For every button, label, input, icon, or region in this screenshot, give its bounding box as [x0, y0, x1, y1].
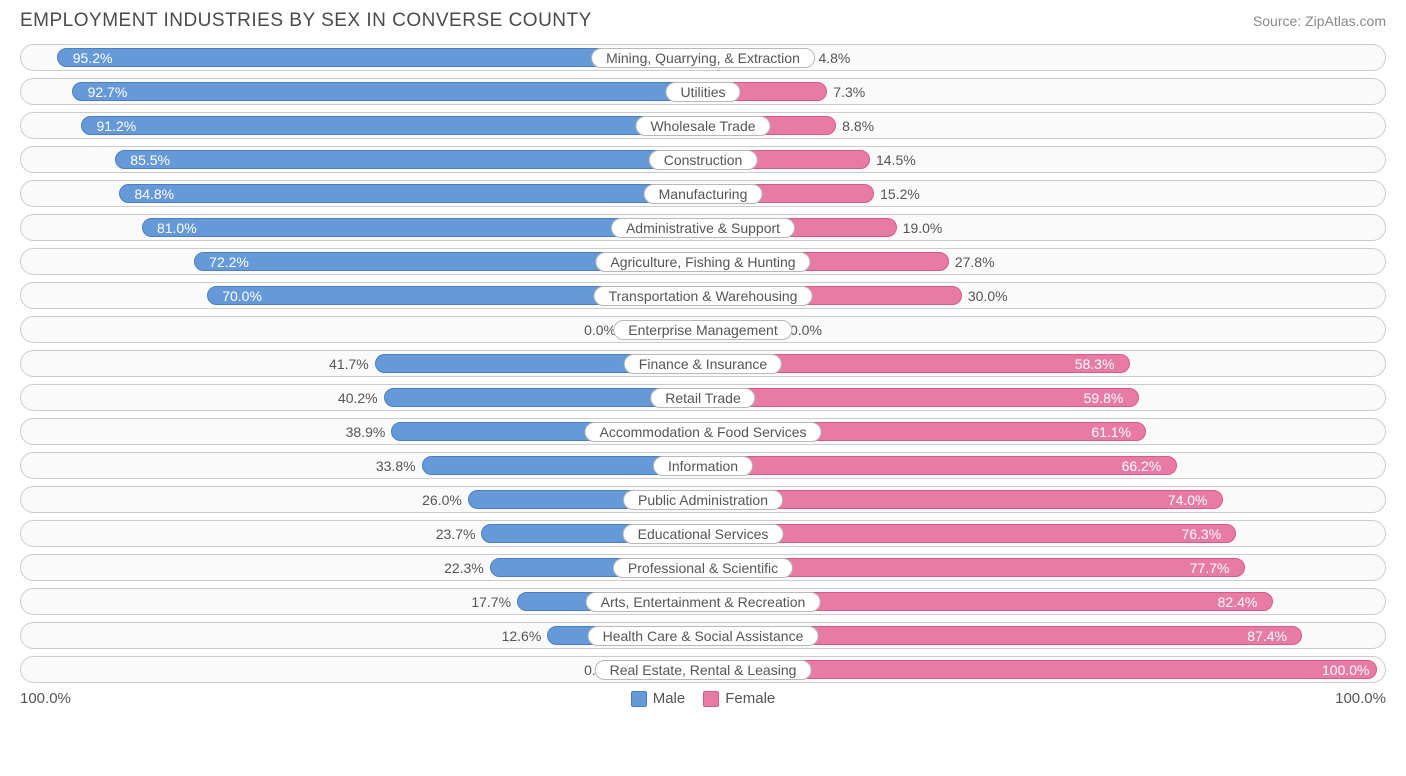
- row-category-label: Educational Services: [623, 524, 784, 544]
- pct-female: 0.0%: [790, 322, 822, 338]
- pct-male: 41.7%: [329, 356, 369, 372]
- row-category-label: Construction: [649, 150, 758, 170]
- pct-male: 23.7%: [436, 526, 476, 542]
- pct-female: 61.1%: [1091, 424, 1131, 440]
- row-category-label: Health Care & Social Assistance: [588, 626, 819, 646]
- chart-row: 41.7% 58.3% Finance & Insurance: [20, 350, 1386, 377]
- chart-row: 0.0% 0.0%Enterprise Management: [20, 316, 1386, 343]
- pct-female: 19.0%: [903, 220, 943, 236]
- row-category-label: Professional & Scientific: [613, 558, 793, 578]
- pct-male: 40.2%: [338, 390, 378, 406]
- bar-female: [704, 456, 1177, 475]
- pct-female: 15.2%: [880, 186, 920, 202]
- pct-female: 8.8%: [842, 118, 874, 134]
- pct-male: 85.5%: [130, 152, 170, 168]
- bar-male: [81, 116, 702, 135]
- legend-items: Male Female: [631, 690, 776, 707]
- chart-row: 38.9% 61.1% Accommodation & Food Services: [20, 418, 1386, 445]
- row-category-label: Mining, Quarrying, & Extraction: [591, 48, 815, 68]
- row-category-label: Retail Trade: [650, 388, 755, 408]
- chart-row: 12.6% 87.4% Health Care & Social Assistanc…: [20, 622, 1386, 649]
- chart-header: EMPLOYMENT INDUSTRIES BY SEX IN CONVERSE…: [20, 10, 1386, 32]
- pct-female: 76.3%: [1181, 526, 1221, 542]
- pct-male: 38.9%: [346, 424, 386, 440]
- pct-male: 70.0%: [222, 288, 262, 304]
- swatch-male: [631, 691, 647, 707]
- diverging-bar-chart: 95.2% 4.8%Mining, Quarrying, & Extraction…: [20, 44, 1386, 683]
- pct-male: 91.2%: [96, 118, 136, 134]
- chart-row: 84.8% 15.2% Manufacturing: [20, 180, 1386, 207]
- bar-female: [704, 388, 1139, 407]
- row-category-label: Public Administration: [623, 490, 783, 510]
- chart-row: 0.0%100.0%Real Estate, Rental & Leasing: [20, 656, 1386, 683]
- pct-female: 4.8%: [818, 50, 850, 66]
- pct-female: 58.3%: [1075, 356, 1115, 372]
- pct-female: 59.8%: [1084, 390, 1124, 406]
- pct-male: 17.7%: [471, 594, 511, 610]
- pct-male: 22.3%: [444, 560, 484, 576]
- pct-female: 27.8%: [955, 254, 995, 270]
- legend-item-male: Male: [631, 690, 686, 707]
- pct-female: 82.4%: [1218, 594, 1258, 610]
- row-category-label: Administrative & Support: [611, 218, 795, 238]
- chart-row: 72.2% 27.8% Agriculture, Fishing & Hunting: [20, 248, 1386, 275]
- chart-title: EMPLOYMENT INDUSTRIES BY SEX IN CONVERSE…: [20, 10, 592, 32]
- chart-row: 81.0% 19.0% Administrative & Support: [20, 214, 1386, 241]
- pct-female: 7.3%: [833, 84, 865, 100]
- chart-row: 85.5% 14.5% Construction: [20, 146, 1386, 173]
- pct-male: 33.8%: [376, 458, 416, 474]
- pct-male: 12.6%: [502, 628, 542, 644]
- row-category-label: Utilities: [665, 82, 740, 102]
- chart-row: 22.3% 77.7% Professional & Scientific: [20, 554, 1386, 581]
- bar-female: [704, 524, 1236, 543]
- pct-female: 100.0%: [1322, 662, 1369, 678]
- row-category-label: Transportation & Warehousing: [594, 286, 813, 306]
- pct-male: 26.0%: [422, 492, 462, 508]
- pct-female: 87.4%: [1247, 628, 1287, 644]
- chart-row: 92.7% 7.3% Utilities: [20, 78, 1386, 105]
- row-category-label: Accommodation & Food Services: [585, 422, 822, 442]
- chart-row: 70.0% 30.0% Transportation & Warehousing: [20, 282, 1386, 309]
- axis-right-label: 100.0%: [1335, 690, 1386, 707]
- legend-label-female: Female: [725, 690, 775, 707]
- pct-female: 14.5%: [876, 152, 916, 168]
- pct-male: 81.0%: [157, 220, 197, 236]
- row-category-label: Information: [653, 456, 753, 476]
- bar-male: [72, 82, 702, 101]
- chart-legend: 100.0% Male Female 100.0%: [20, 690, 1386, 707]
- bar-male: [115, 150, 702, 169]
- row-category-label: Wholesale Trade: [635, 116, 770, 136]
- row-category-label: Arts, Entertainment & Recreation: [586, 592, 821, 612]
- pct-male: 92.7%: [88, 84, 128, 100]
- chart-row: 40.2% 59.8% Retail Trade: [20, 384, 1386, 411]
- pct-male: 95.2%: [73, 50, 113, 66]
- pct-female: 30.0%: [968, 288, 1008, 304]
- chart-row: 95.2% 4.8%Mining, Quarrying, & Extraction: [20, 44, 1386, 71]
- pct-male: 72.2%: [209, 254, 249, 270]
- pct-female: 77.7%: [1190, 560, 1230, 576]
- row-category-label: Real Estate, Rental & Leasing: [595, 660, 812, 680]
- pct-male: 0.0%: [584, 322, 616, 338]
- row-category-label: Enterprise Management: [613, 320, 792, 340]
- row-category-label: Finance & Insurance: [624, 354, 782, 374]
- bar-male: [119, 184, 702, 203]
- chart-row: 91.2% 8.8% Wholesale Trade: [20, 112, 1386, 139]
- chart-row: 17.7% 82.4% Arts, Entertainment & Recreati…: [20, 588, 1386, 615]
- axis-left-label: 100.0%: [20, 690, 71, 707]
- pct-female: 66.2%: [1122, 458, 1162, 474]
- row-category-label: Manufacturing: [644, 184, 763, 204]
- chart-row: 26.0% 74.0% Public Administration: [20, 486, 1386, 513]
- chart-row: 33.8% 66.2% Information: [20, 452, 1386, 479]
- swatch-female: [703, 691, 719, 707]
- pct-male: 84.8%: [134, 186, 174, 202]
- pct-female: 74.0%: [1168, 492, 1208, 508]
- row-category-label: Agriculture, Fishing & Hunting: [595, 252, 810, 272]
- chart-source: Source: ZipAtlas.com: [1253, 13, 1386, 29]
- legend-item-female: Female: [703, 690, 775, 707]
- legend-label-male: Male: [653, 690, 686, 707]
- chart-row: 23.7% 76.3% Educational Services: [20, 520, 1386, 547]
